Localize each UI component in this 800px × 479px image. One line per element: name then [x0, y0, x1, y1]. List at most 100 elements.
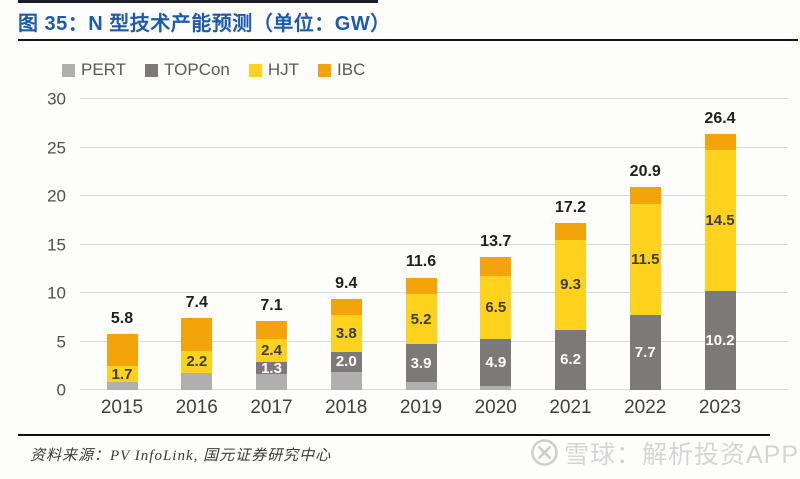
bar-total-label: 7.1 [260, 297, 283, 315]
y-tick-label: 30 [47, 89, 66, 109]
bar-segment-hjt: 11.5 [629, 203, 661, 316]
bar-total-label: 20.9 [629, 163, 661, 181]
bar-segment-ibc [480, 257, 512, 276]
bar-segment-topcon: 3.9 [405, 344, 437, 383]
bar-segment-hjt: 5.2 [405, 293, 437, 345]
stacked-bar-2019: 3.9 5.2 [405, 277, 437, 390]
y-tick-label: 10 [47, 283, 66, 303]
bar-segment-topcon: 2.0 [330, 352, 362, 372]
legend-item-ibc: IBC [318, 60, 365, 80]
segment-value-label: 5.2 [410, 310, 432, 328]
x-tick-label: 2018 [325, 397, 368, 418]
xueqiu-snowball-logo-icon [530, 438, 559, 472]
x-tick-label: 2017 [250, 397, 293, 418]
bar-segment-ibc [629, 187, 661, 204]
legend-item-topcon: TOPCon [145, 60, 230, 80]
segment-value-label: 6.2 [560, 351, 581, 369]
legend-label: PERT [81, 60, 127, 79]
stacked-bar-2021: 6.2 9.3 [555, 223, 586, 390]
top-border-line [18, 0, 378, 3]
gridline [80, 98, 788, 99]
x-tick-label: 2016 [175, 397, 218, 418]
x-tick-label: 2020 [474, 397, 517, 418]
segment-value-label: 14.5 [705, 212, 735, 230]
segment-value-label: 1.3 [261, 359, 282, 377]
segment-value-label: 4.9 [485, 353, 507, 371]
legend-swatch-icon [318, 63, 332, 77]
segment-value-label: 2.2 [186, 353, 208, 371]
bar-segment-pert [405, 382, 437, 390]
title-underline [18, 39, 798, 41]
bar-segment-hjt: 3.8 [330, 315, 362, 353]
x-tick-label: 2022 [624, 397, 667, 418]
bar-segment-hjt: 2.4 [256, 338, 287, 362]
legend-swatch-icon [62, 63, 75, 77]
bar-segment-topcon: 6.2 [555, 329, 586, 390]
segment-value-label: 10.2 [705, 332, 735, 350]
bar-segment-pert [480, 386, 512, 390]
bar-segment-topcon: 10.2 [704, 291, 736, 390]
y-tick-label: 15 [47, 235, 66, 254]
stacked-bar-2016: 2.2 [181, 318, 213, 390]
bar-total-label: 17.2 [554, 199, 587, 217]
y-tick-label: 5 [56, 332, 66, 351]
bar-segment-topcon: 4.9 [480, 338, 512, 387]
bar-total-label: 7.4 [185, 294, 208, 312]
bar-segment-hjt: 2.2 [181, 351, 213, 373]
y-tick-label: 25 [47, 138, 66, 157]
segment-value-label: 6.5 [485, 298, 507, 316]
stacked-bar-2017: 1.3 2.4 [256, 321, 287, 390]
segment-value-label: 7.7 [634, 344, 656, 362]
legend-swatch-icon [145, 63, 159, 77]
y-axis: 0 5 10 15 20 25 30 [14, 91, 66, 399]
bar-total-label: 9.4 [335, 274, 358, 292]
source-note: 资料来源：PV InfoLink, 国元证券研究中心 [30, 448, 332, 464]
stacked-bar-2020: 4.9 6.5 [480, 257, 512, 390]
bar-total-label: 26.4 [704, 109, 736, 127]
bar-segment-ibc [256, 321, 287, 339]
footer-divider [18, 434, 770, 436]
segment-value-label: 3.9 [410, 354, 432, 372]
bar-segment-ibc [330, 298, 362, 316]
bar-total-label: 11.6 [405, 253, 437, 271]
legend-label: TOPCon [164, 60, 230, 79]
watermark-text: 雪球：解析投资APP [564, 440, 800, 469]
legend-swatch-icon [248, 63, 262, 77]
stacked-bar-2023: 10.2 14.5 [704, 133, 736, 390]
x-tick-label: 2023 [698, 397, 742, 418]
stacked-bar-2015: 1.7 [106, 333, 138, 390]
bar-segment-ibc [106, 333, 138, 366]
legend-label: IBC [337, 60, 366, 79]
bar-segment-ibc [181, 318, 213, 352]
figure-title: 图 35：N 型技术产能预测（单位：GW） [18, 13, 391, 35]
y-tick-label: 20 [47, 186, 66, 206]
bar-segment-pert [181, 372, 213, 390]
bar-total-label: 5.8 [110, 309, 134, 327]
bar-segment-ibc [555, 223, 586, 240]
gridline [80, 195, 788, 196]
legend-item-pert: PERT [62, 60, 126, 80]
bar-segment-hjt: 6.5 [480, 275, 512, 339]
stacked-bar-2022: 7.7 11.5 [629, 187, 661, 390]
bar-segment-pert [330, 371, 362, 390]
chart-legend: PERT TOPCon HJT IBC [62, 60, 365, 80]
x-tick-label: 2021 [549, 397, 592, 418]
bar-chart-plot-area: 1.7 5.8 2015 2.2 7.4 2016 1.3 2.4 7.1 2017 2.0 3.8 9… [80, 98, 788, 417]
segment-value-label: 2.0 [335, 353, 357, 371]
segment-value-label: 9.3 [560, 276, 581, 294]
watermark: 雪球：解析投资APP [530, 438, 799, 472]
bar-segment-hjt: 14.5 [704, 150, 736, 292]
x-tick-label: 2015 [100, 397, 144, 418]
legend-label: HJT [267, 60, 300, 79]
gridline [80, 146, 788, 148]
bar-segment-hjt: 9.3 [555, 239, 586, 330]
bar-segment-pert [256, 374, 287, 390]
segment-value-label: 2.4 [261, 341, 282, 359]
x-tick-label: 2019 [399, 397, 443, 418]
segment-value-label: 3.8 [335, 325, 357, 343]
bar-segment-pert [106, 382, 138, 390]
bar-segment-topcon: 1.3 [256, 359, 287, 377]
stacked-bar-2018: 2.0 3.8 [330, 298, 362, 390]
gridline [80, 243, 788, 245]
segment-value-label: 1.7 [111, 365, 133, 383]
